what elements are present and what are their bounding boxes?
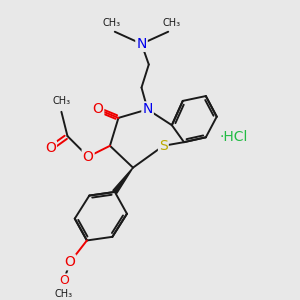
Text: O: O — [92, 102, 103, 116]
Text: CH₃: CH₃ — [163, 18, 181, 28]
Text: ·HCl: ·HCl — [219, 130, 247, 144]
Text: N: N — [136, 37, 147, 51]
Polygon shape — [113, 168, 133, 194]
Text: O: O — [59, 274, 69, 287]
Text: S: S — [159, 139, 168, 153]
Text: O: O — [83, 150, 94, 164]
Text: CH₃: CH₃ — [52, 96, 70, 106]
Text: CH₃: CH₃ — [102, 18, 120, 28]
Text: O: O — [45, 141, 56, 155]
Text: CH₃: CH₃ — [55, 289, 73, 299]
Text: N: N — [142, 102, 153, 116]
Text: O: O — [64, 255, 75, 269]
